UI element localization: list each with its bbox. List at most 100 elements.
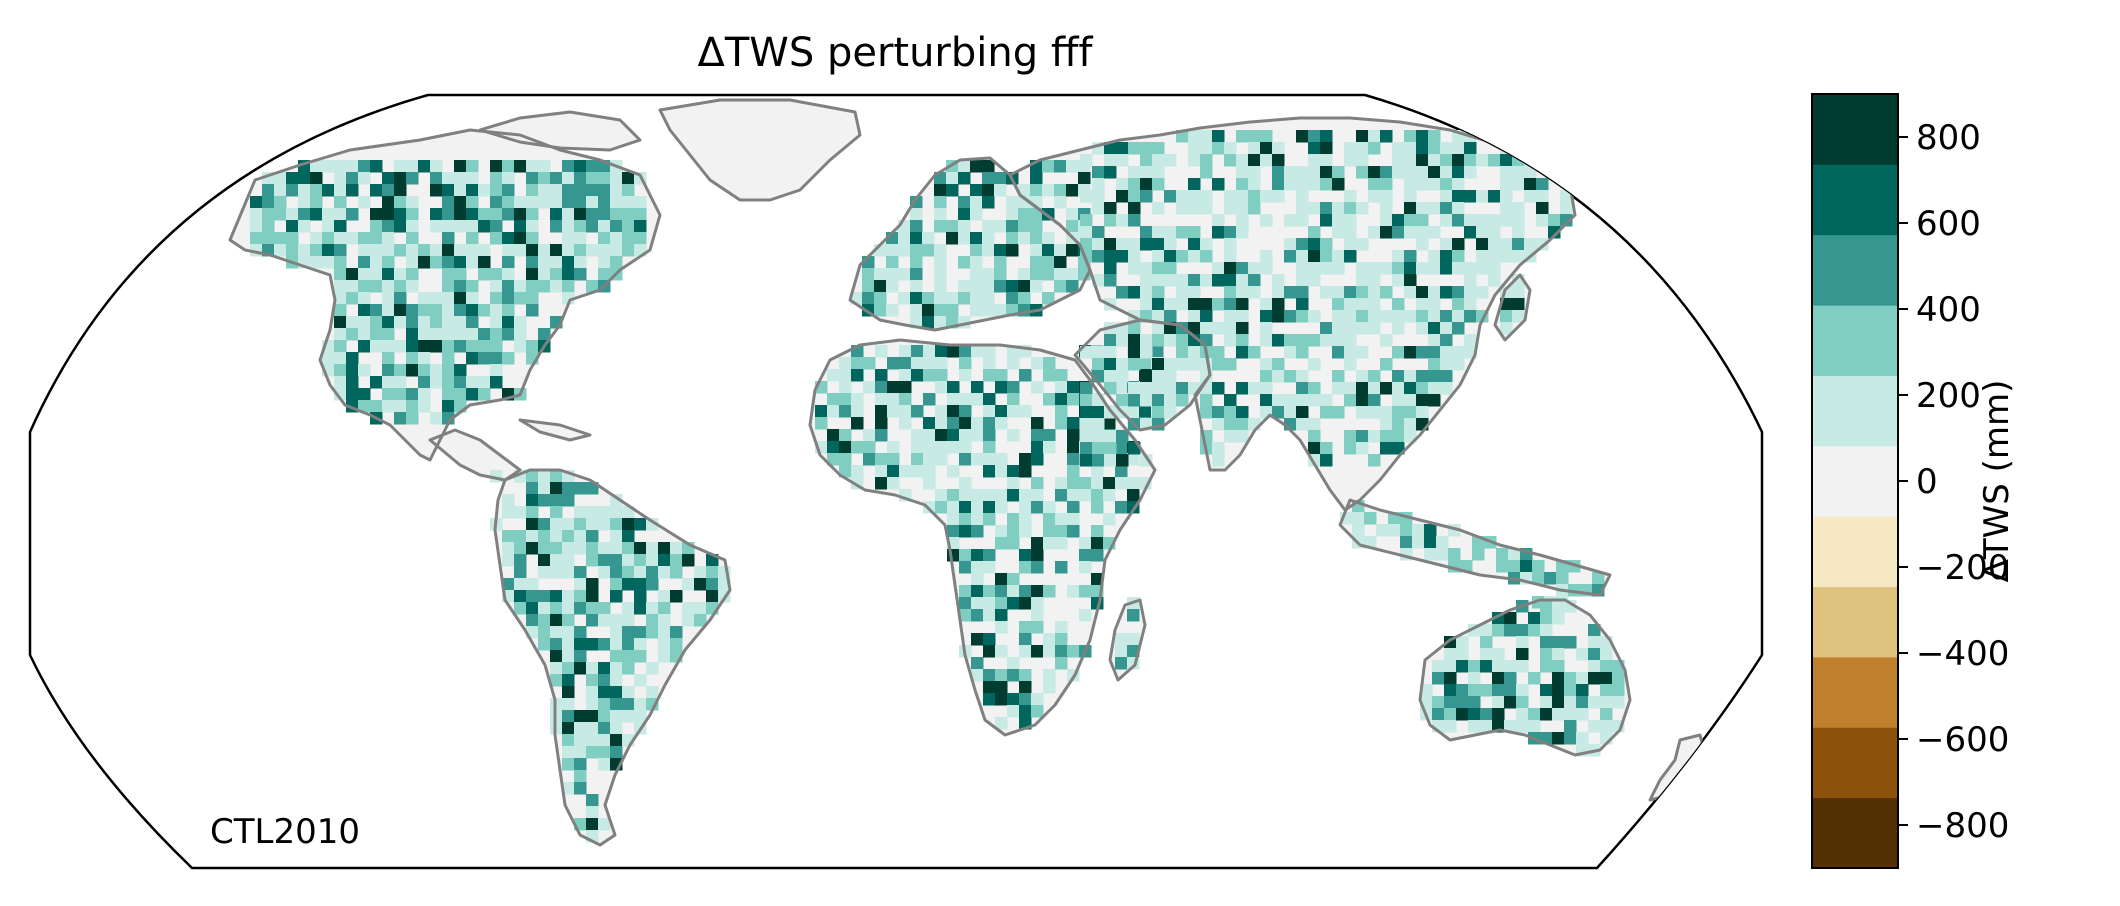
tws-pixel <box>1416 382 1429 395</box>
tws-pixel <box>598 542 611 555</box>
tws-pixel <box>1224 298 1237 311</box>
tws-pixel <box>586 818 599 831</box>
tws-pixel <box>1116 370 1129 383</box>
tws-pixel <box>1356 406 1369 419</box>
tws-pixel <box>406 304 419 317</box>
tws-pixel <box>562 232 575 245</box>
tws-pixel <box>514 578 527 591</box>
tws-pixel <box>1151 345 1164 358</box>
tws-pixel <box>610 530 623 543</box>
tws-pixel <box>310 196 323 209</box>
tws-pixel <box>658 554 671 567</box>
tws-pixel <box>959 417 972 430</box>
tws-pixel <box>502 160 515 173</box>
tws-pixel <box>634 566 647 579</box>
tws-pixel <box>1272 142 1285 155</box>
tws-pixel <box>574 590 587 603</box>
tws-pixel <box>1104 382 1117 395</box>
tws-pixel <box>995 453 1008 466</box>
tws-pixel <box>1116 190 1129 203</box>
tws-pixel <box>1224 238 1237 251</box>
tws-pixel <box>1140 334 1153 347</box>
tws-pixel <box>1428 202 1441 215</box>
tws-pixel <box>1116 178 1129 191</box>
tws-pixel <box>454 340 467 353</box>
tws-pixel <box>286 208 299 221</box>
tws-pixel <box>430 184 443 197</box>
tws-pixel <box>1019 561 1032 574</box>
tws-pixel <box>1116 454 1129 467</box>
tws-pixel <box>610 220 623 233</box>
tws-pixel <box>1200 154 1213 167</box>
tws-pixel <box>574 722 587 735</box>
tws-pixel <box>994 172 1007 185</box>
tws-pixel <box>1424 524 1437 537</box>
tws-pixel <box>418 400 431 413</box>
tws-pixel <box>1007 357 1020 370</box>
tws-pixel <box>1392 346 1405 359</box>
tws-pixel <box>1031 537 1044 550</box>
tws-pixel <box>959 501 972 514</box>
tws-pixel <box>899 369 912 382</box>
tws-pixel <box>502 328 515 341</box>
tws-pixel <box>346 160 359 173</box>
tws-pixel <box>1528 612 1541 625</box>
central-america-land <box>430 430 520 480</box>
tws-pixel <box>274 196 287 209</box>
tws-pixel <box>274 208 287 221</box>
tws-pixel <box>1356 202 1369 215</box>
tws-pixel <box>1260 394 1273 407</box>
tws-pixel <box>490 268 503 281</box>
tws-pixel <box>1440 178 1453 191</box>
tws-pixel <box>382 292 395 305</box>
tws-pixel <box>1368 166 1381 179</box>
tws-pixel <box>1480 624 1493 637</box>
tws-pixel <box>1412 536 1425 549</box>
tws-pixel <box>1344 442 1357 455</box>
tws-pixel <box>406 208 419 221</box>
tws-pixel <box>1320 406 1333 419</box>
tws-pixel <box>622 602 635 615</box>
tws-pixel <box>1212 346 1225 359</box>
tws-pixel <box>658 638 671 651</box>
tws-pixel <box>622 220 635 233</box>
tws-pixel <box>610 566 623 579</box>
tws-pixel <box>1308 394 1321 407</box>
tws-pixel <box>1260 298 1273 311</box>
tws-pixel <box>886 280 899 293</box>
tws-pixel <box>466 232 479 245</box>
tws-pixel <box>538 244 551 257</box>
tws-pixel <box>1007 405 1020 418</box>
tws-pixel <box>1103 477 1116 490</box>
tws-pixel <box>1488 238 1501 251</box>
tws-pixel <box>911 345 924 358</box>
tws-pixel <box>670 566 683 579</box>
tws-pixel <box>574 758 587 771</box>
tws-pixel <box>995 369 1008 382</box>
tws-pixel <box>1356 430 1369 443</box>
tws-pixel <box>1092 190 1105 203</box>
tws-pixel <box>550 196 563 209</box>
tws-pixel <box>1392 442 1405 455</box>
tws-pixel <box>1432 708 1445 721</box>
tws-pixel <box>598 232 611 245</box>
tws-pixel <box>1500 166 1513 179</box>
tws-pixel <box>670 626 683 639</box>
tws-pixel <box>418 328 431 341</box>
tws-pixel <box>646 686 659 699</box>
tws-pixel <box>1007 693 1020 706</box>
tws-pixel <box>983 633 996 646</box>
tws-pixel <box>490 316 503 329</box>
tws-pixel <box>382 280 395 293</box>
tws-pixel <box>1560 202 1573 215</box>
tws-pixel <box>526 304 539 317</box>
tws-pixel <box>430 364 443 377</box>
tws-pixel <box>1272 394 1285 407</box>
tws-pixel <box>622 614 635 627</box>
tws-pixel <box>959 357 972 370</box>
tws-pixel <box>706 566 719 579</box>
tws-pixel <box>1404 418 1417 431</box>
tws-pixel <box>1248 154 1261 167</box>
tws-pixel <box>586 208 599 221</box>
tws-pixel <box>947 465 960 478</box>
